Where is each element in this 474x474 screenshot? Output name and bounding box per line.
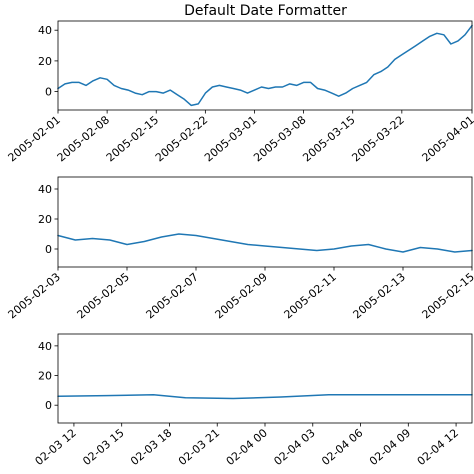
y-tick-label: 20 [38, 370, 52, 383]
chart-title: Default Date Formatter [184, 3, 347, 19]
x-tick-label: 2005-02-08 [55, 113, 112, 164]
y-tick-label: 40 [38, 340, 52, 353]
series-line [57, 233, 473, 253]
x-tick-label: 2005-02-22 [153, 113, 210, 164]
x-tick-label: 2005-03-08 [251, 113, 308, 164]
y-tick-label: 0 [45, 399, 52, 412]
y-tick-label: 20 [38, 213, 52, 226]
series-line [57, 394, 473, 400]
x-tick-label: 2005-03-01 [202, 113, 259, 164]
x-tick-label: 02-03 15 [80, 426, 126, 468]
x-tick-label: 02-03 21 [176, 426, 222, 468]
y-tick-label: 40 [38, 24, 52, 37]
x-tick-label: 2005-04-01 [420, 113, 474, 164]
x-tick-label: 2005-02-01 [6, 113, 63, 164]
x-tick-label: 2005-02-05 [75, 270, 132, 321]
x-tick-label: 02-04 00 [224, 426, 270, 468]
x-tick-label: 2005-02-15 [104, 113, 161, 164]
x-tick-label: 02-03 18 [128, 426, 174, 468]
x-tick-label: 2005-02-13 [351, 270, 408, 321]
x-tick-label: 2005-02-07 [144, 270, 201, 321]
y-tick-label: 40 [38, 183, 52, 196]
axes-frame [57, 20, 473, 111]
x-tick-label: 02-04 06 [319, 426, 365, 468]
series-line [57, 24, 473, 107]
x-tick-label: 2005-03-22 [349, 113, 406, 164]
x-tick-label: 2005-02-09 [213, 270, 270, 321]
y-tick-label: 0 [45, 243, 52, 256]
chart-panel-monthly: 020402005-02-012005-02-082005-02-152005-… [6, 20, 474, 164]
x-tick-label: 02-04 03 [271, 426, 317, 468]
x-tick-label: 02-04 09 [367, 426, 413, 468]
axes-frame [57, 333, 473, 424]
x-tick-label: 2005-02-11 [282, 270, 339, 321]
x-tick-label: 2005-03-15 [300, 113, 357, 164]
x-tick-label: 02-03 12 [33, 426, 79, 468]
y-tick-label: 20 [38, 55, 52, 68]
x-tick-label: 2005-02-03 [6, 270, 63, 321]
y-tick-label: 0 [45, 86, 52, 99]
x-tick-label: 02-04 12 [415, 426, 461, 468]
axes-frame [57, 176, 473, 268]
x-tick-label: 2005-02-15 [420, 270, 474, 321]
